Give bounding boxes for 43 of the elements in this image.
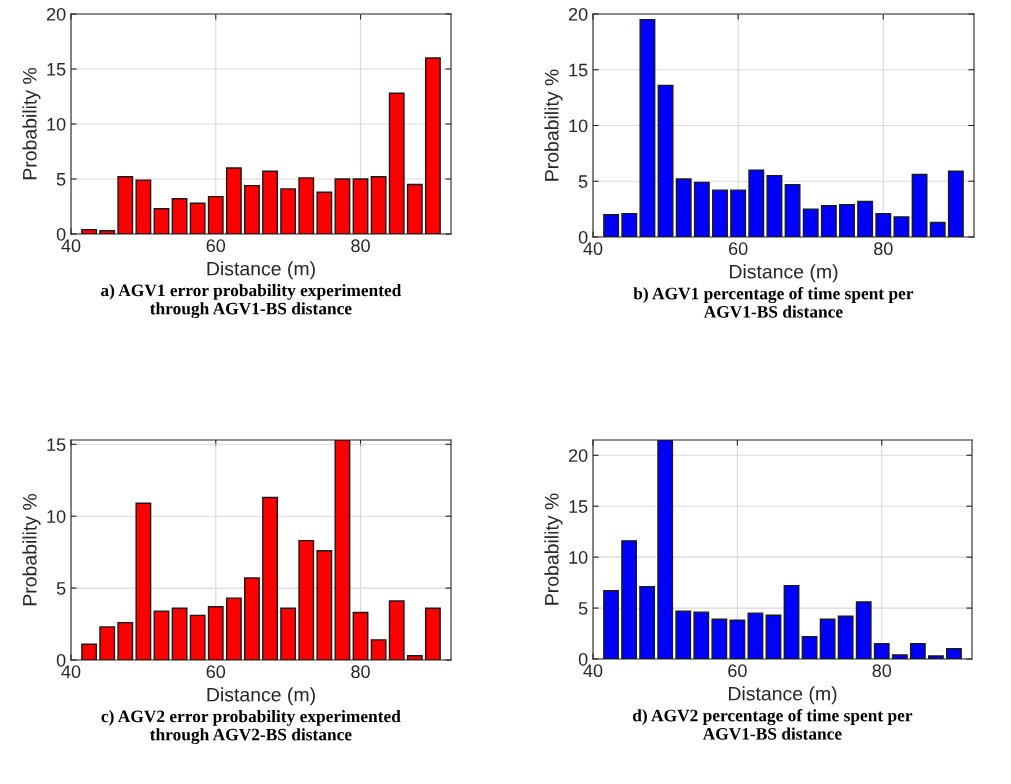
y-tick-label: 10 bbox=[569, 551, 588, 564]
text: c) AGV2 error probability experimented through AGV2-BS distance bbox=[101, 710, 401, 745]
text: a) AGV1 error probability experimented through AGV1-BS distance bbox=[100, 284, 402, 319]
y-axis-title: Probability % bbox=[22, 67, 41, 180]
x-tick-label: 80 bbox=[351, 665, 370, 679]
y-tick-label: 5 bbox=[56, 582, 66, 595]
x-tick-label: 60 bbox=[206, 239, 226, 253]
x-tick-label: 60 bbox=[206, 665, 226, 679]
x-tick-label: 80 bbox=[874, 242, 893, 256]
x-tick-label: 40 bbox=[583, 664, 603, 678]
y-tick-label: 15 bbox=[47, 63, 66, 76]
x-axis-title: Distance (m) bbox=[730, 264, 838, 283]
text: d) AGV2 percentage of time spent per AGV1-BS distance bbox=[632, 709, 913, 740]
y-tick-label: 20 bbox=[568, 7, 588, 21]
y-tick-label: 10 bbox=[569, 119, 588, 133]
y-tick-label: 10 bbox=[47, 117, 66, 131]
x-tick-label: 40 bbox=[61, 239, 81, 253]
y-axis-title: Probability % bbox=[544, 493, 563, 605]
text: b) AGV1 percentage of time spent per AGV1-BS distance bbox=[633, 287, 914, 318]
x-tick-label: 80 bbox=[351, 239, 370, 253]
y-tick-label: 5 bbox=[578, 602, 588, 615]
y-tick-label: 5 bbox=[56, 173, 66, 186]
x-tick-label: 40 bbox=[583, 242, 603, 256]
y-tick-label: 20 bbox=[568, 449, 588, 462]
x-tick-label: 60 bbox=[729, 242, 748, 256]
x-axis-title: Distance (m) bbox=[729, 686, 837, 705]
y-tick-label: 20 bbox=[46, 7, 66, 21]
x-tick-label: 40 bbox=[61, 665, 81, 679]
y-tick-label: 0 bbox=[578, 652, 588, 666]
y-tick-label: 0 bbox=[578, 230, 588, 244]
y-tick-label: 5 bbox=[578, 175, 588, 188]
x-tick-label: 80 bbox=[872, 664, 892, 678]
y-axis-title: Probability % bbox=[544, 69, 563, 181]
x-axis-title: Distance (m) bbox=[207, 687, 315, 706]
y-tick-label: 15 bbox=[569, 63, 588, 77]
x-tick-label: 60 bbox=[728, 664, 747, 678]
y-tick-label: 0 bbox=[56, 227, 66, 241]
y-tick-label: 15 bbox=[47, 438, 66, 452]
y-axis-title: Probability % bbox=[22, 493, 41, 606]
y-tick-label: 15 bbox=[569, 500, 588, 513]
y-tick-label: 10 bbox=[47, 510, 66, 523]
y-tick-label: 0 bbox=[56, 653, 66, 667]
x-axis-title: Distance (m) bbox=[207, 261, 315, 280]
